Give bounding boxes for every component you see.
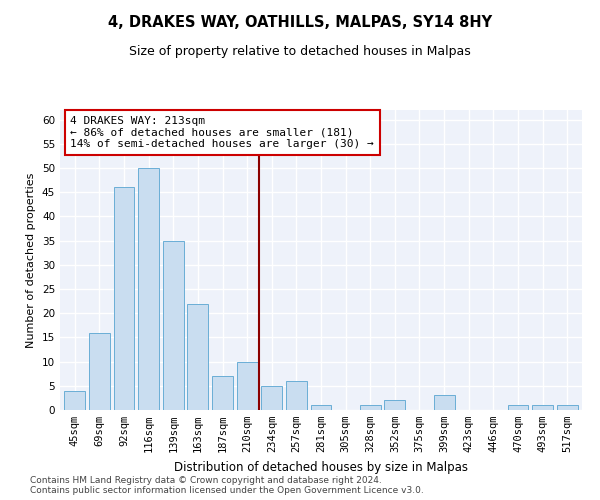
Text: 4, DRAKES WAY, OATHILLS, MALPAS, SY14 8HY: 4, DRAKES WAY, OATHILLS, MALPAS, SY14 8H…	[108, 15, 492, 30]
Text: 4 DRAKES WAY: 213sqm
← 86% of detached houses are smaller (181)
14% of semi-deta: 4 DRAKES WAY: 213sqm ← 86% of detached h…	[70, 116, 374, 149]
Bar	[138, 168, 159, 410]
Text: Contains HM Land Registry data © Crown copyright and database right 2024.
Contai: Contains HM Land Registry data © Crown c…	[30, 476, 424, 495]
Text: Size of property relative to detached houses in Malpas: Size of property relative to detached ho…	[129, 45, 471, 58]
X-axis label: Distribution of detached houses by size in Malpas: Distribution of detached houses by size …	[174, 460, 468, 473]
Bar	[557, 405, 578, 410]
Bar	[286, 381, 307, 410]
Bar	[311, 405, 331, 410]
Bar	[89, 332, 110, 410]
Bar	[212, 376, 233, 410]
Y-axis label: Number of detached properties: Number of detached properties	[26, 172, 37, 348]
Bar	[360, 405, 381, 410]
Bar	[64, 390, 85, 410]
Bar	[163, 240, 184, 410]
Bar	[434, 396, 455, 410]
Bar	[532, 405, 553, 410]
Bar	[113, 188, 134, 410]
Bar	[261, 386, 282, 410]
Bar	[236, 362, 257, 410]
Bar	[385, 400, 406, 410]
Bar	[187, 304, 208, 410]
Bar	[508, 405, 529, 410]
